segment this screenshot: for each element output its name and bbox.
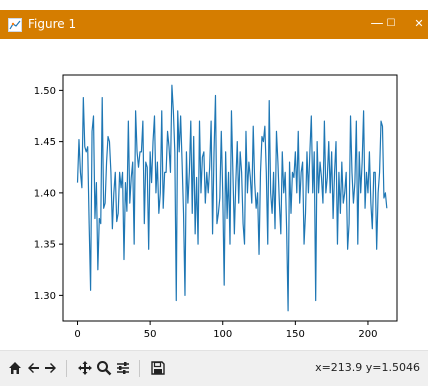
- back-arrow-icon[interactable]: [24, 359, 42, 377]
- zoom-icon[interactable]: [95, 359, 113, 377]
- toolbar-separator: [139, 360, 140, 377]
- series-line: [76, 84, 388, 312]
- y-tick-label: 1.50: [34, 86, 56, 97]
- window-titlebar[interactable]: Figure 1 — ☐ ✕: [0, 10, 428, 39]
- x-tick-label: 50: [144, 329, 157, 340]
- cursor-coordinates: x=213.9 y=1.5046: [315, 361, 420, 374]
- figure-canvas[interactable]: 0 50 100 150 200 1.30 1.35 1.40 1.45 1.50: [0, 39, 428, 349]
- x-tick-label: 0: [74, 329, 80, 340]
- title-text-overflow: [0, 0, 428, 10]
- y-tick-label: 1.30: [34, 291, 56, 302]
- forward-arrow-icon[interactable]: [42, 359, 60, 377]
- x-axis: 0 50 100 150 200: [74, 321, 378, 340]
- axes-frame: [62, 74, 398, 322]
- matplotlib-app-icon: [8, 17, 22, 32]
- pan-icon[interactable]: [76, 359, 94, 377]
- x-tick-label: 100: [213, 329, 232, 340]
- configure-subplots-icon[interactable]: [114, 359, 132, 377]
- line-chart: 0 50 100 150 200 1.30 1.35 1.40 1.45 1.50: [34, 74, 398, 340]
- home-icon[interactable]: [6, 359, 24, 377]
- y-tick-label: 1.45: [34, 137, 56, 148]
- save-icon[interactable]: [149, 359, 167, 377]
- minimize-button[interactable]: —: [370, 16, 384, 31]
- x-tick-label: 150: [286, 329, 305, 340]
- y-tick-label: 1.40: [34, 188, 56, 199]
- window-title: Figure 1: [28, 17, 77, 31]
- navigation-toolbar: x=213.9 y=1.5046: [0, 350, 428, 386]
- x-tick-label: 200: [358, 329, 377, 340]
- y-tick-label: 1.35: [34, 240, 56, 251]
- y-axis: 1.30 1.35 1.40 1.45 1.50: [34, 86, 63, 302]
- close-button[interactable]: ✕: [414, 17, 424, 30]
- toolbar-separator: [66, 360, 67, 377]
- maximize-button[interactable]: ☐: [386, 18, 396, 29]
